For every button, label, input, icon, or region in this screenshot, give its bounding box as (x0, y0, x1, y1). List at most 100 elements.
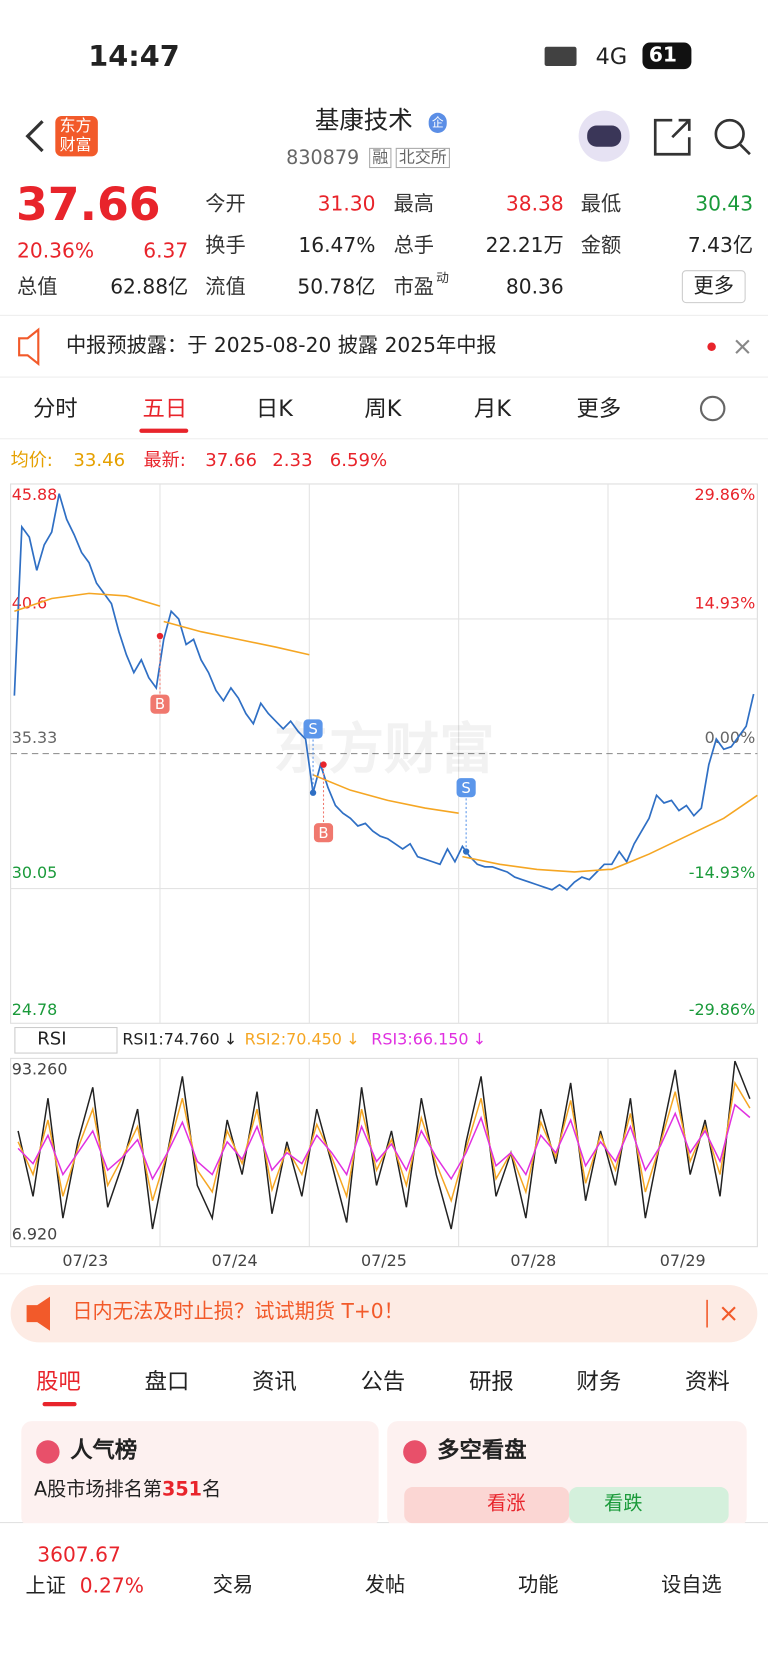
y-tick-label: 24.78 (12, 1000, 58, 1019)
bottom-tab-underline (42, 1401, 77, 1407)
chart-tab[interactable]: 周K (364, 395, 402, 422)
field-value: 31.30 (317, 192, 376, 216)
legend-trend: ↓ (223, 1029, 238, 1049)
rank-text-b: 名 (202, 1478, 222, 1501)
marker-box (313, 823, 334, 843)
latest-label: 最新: (143, 449, 186, 472)
avg-line (14, 592, 758, 873)
chart-tab[interactable]: 月K (473, 395, 511, 422)
settings-icon[interactable] (699, 395, 726, 422)
tag: 融 (369, 147, 392, 169)
legend-value: 70.450 (286, 1029, 342, 1049)
field-label: 流值 (205, 275, 246, 299)
legend-entry: RSI3:66.150 ↓ (371, 1029, 487, 1049)
rsi-tick-label: 6.920 (12, 1224, 58, 1243)
x-tick-label: 07/25 (361, 1251, 407, 1270)
vs-title[interactable]: 多空看盘 (437, 1437, 527, 1463)
nav-item[interactable]: 交易 (212, 1573, 254, 1597)
ad-text[interactable]: 日内无法及时止损？试试期货 T+0！ (72, 1299, 404, 1324)
indicator-select[interactable] (14, 1027, 118, 1054)
field-label: 最高 (393, 192, 435, 216)
rank-text-a: A股市场排名第 (34, 1478, 163, 1501)
legend-sep: : (407, 1029, 413, 1049)
divider (0, 438, 768, 440)
vs-up[interactable]: 看涨 (487, 1492, 526, 1515)
x-tick-label: 07/24 (212, 1251, 258, 1270)
y-tick-label: 30.05 (12, 863, 58, 882)
share-icon[interactable] (653, 118, 691, 156)
ad-sep (706, 1299, 708, 1328)
rsi-line (17, 1103, 751, 1181)
legend-sep: : (158, 1029, 164, 1049)
field-value: 7.43亿 (687, 234, 754, 258)
chart-tab[interactable]: 分时 (32, 395, 78, 422)
marker-box (456, 778, 476, 798)
speaker-icon (18, 327, 40, 366)
chart-tab[interactable]: 五日 (142, 395, 188, 422)
rank-title[interactable]: 人气榜 (70, 1437, 138, 1463)
indicator-name[interactable]: RSI (37, 1028, 67, 1050)
bottom-tab[interactable]: 公告 (360, 1368, 406, 1395)
signal (544, 46, 577, 66)
marker-label: B (155, 695, 165, 713)
legend-trend: ↓ (346, 1029, 360, 1049)
bottom-tab[interactable]: 股吧 (36, 1368, 81, 1395)
divider (0, 1273, 768, 1275)
ad-banner[interactable] (10, 1284, 758, 1343)
nav-item[interactable]: 设自选 (661, 1573, 722, 1597)
legend-value: 66.150 (412, 1029, 469, 1049)
rank-card[interactable] (21, 1421, 379, 1528)
logo (55, 115, 98, 157)
nav-bg (0, 1523, 768, 1668)
price: 37.66 (15, 178, 161, 232)
field-label: 金额 (580, 234, 622, 258)
index-name[interactable]: 上证 (25, 1574, 66, 1598)
bottom-tab[interactable]: 资料 (685, 1368, 730, 1395)
legend-entry: RSI2:70.450 ↓ (245, 1029, 360, 1049)
y2-tick-label: -14.93% (689, 863, 756, 882)
field-value: 50.78亿 (297, 275, 376, 299)
vs-icon (403, 1440, 427, 1464)
more-button[interactable]: 更多 (681, 270, 746, 304)
legend-value: 74.760 (163, 1029, 220, 1049)
field-label: 最低 (580, 192, 622, 216)
marker-label: S (308, 720, 317, 738)
legend-trend: ↓ (472, 1029, 487, 1049)
rsi-tick-label: 93.260 (12, 1060, 68, 1079)
rank-number: 351 (162, 1478, 203, 1501)
index-value[interactable]: 3607.67 (37, 1543, 121, 1567)
back-icon[interactable] (25, 120, 44, 153)
field-label: 总手 (393, 234, 435, 258)
notice-dot (707, 342, 716, 352)
notice[interactable]: 中报预披露：于 2025-08-20 披露 2025年中报 (65, 334, 497, 358)
network: 4G (595, 43, 628, 70)
stock-name: 基康技术 (314, 107, 413, 136)
vs-up-btn[interactable] (404, 1487, 570, 1524)
ad-close[interactable] (721, 1306, 736, 1321)
bottom-tab[interactable]: 资讯 (252, 1368, 297, 1395)
field-value: 38.38 (505, 192, 564, 216)
nav-item[interactable]: 发帖 (364, 1573, 406, 1597)
search-icon[interactable] (714, 118, 745, 150)
nav-item[interactable]: 功能 (518, 1573, 559, 1597)
divider (0, 314, 768, 316)
field-label: 市盈 (393, 275, 435, 299)
chart-tab[interactable]: 更多 (576, 395, 622, 422)
stock-code: 830879 (286, 146, 360, 170)
price-line (13, 493, 755, 891)
field-value: 80.36 (505, 275, 564, 299)
x-tick-label: 07/28 (510, 1251, 556, 1270)
battery (642, 42, 692, 70)
avg-price: 33.46 (73, 449, 126, 472)
close-icon[interactable] (735, 339, 750, 354)
bottom-tab[interactable]: 研报 (469, 1368, 514, 1395)
index-change[interactable]: 0.27% (79, 1574, 144, 1598)
rsi-frame (10, 1057, 758, 1248)
bottom-tab[interactable]: 财务 (576, 1368, 622, 1395)
x-tick-label: 07/23 (62, 1251, 108, 1270)
chart-tab[interactable]: 日K (255, 395, 293, 422)
vs-down[interactable]: 看跌 (604, 1492, 643, 1515)
time: 14:47 (88, 40, 180, 74)
bottom-tab[interactable]: 盘口 (144, 1368, 190, 1395)
vs-down-btn[interactable] (569, 1487, 729, 1524)
